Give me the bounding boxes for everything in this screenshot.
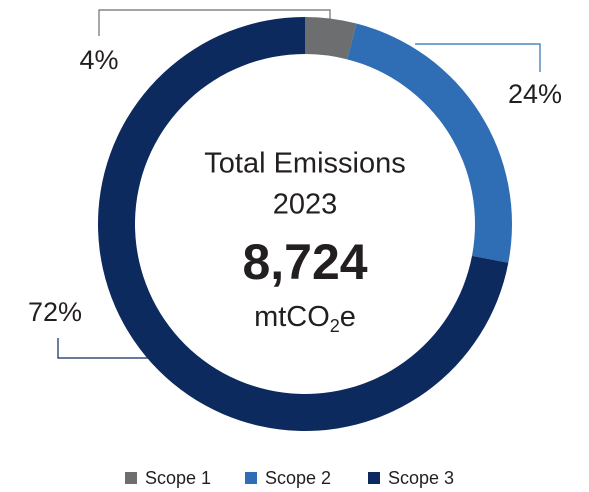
- legend-swatch: [125, 472, 137, 484]
- center-year: 2023: [273, 189, 338, 221]
- legend-label: Scope 3: [388, 468, 454, 488]
- center-title: Total Emissions: [204, 148, 405, 180]
- legend-swatch: [368, 472, 380, 484]
- unit-text: mtCO: [254, 301, 330, 333]
- legend-swatch: [245, 472, 257, 484]
- leader-line: [415, 43, 541, 72]
- center-total: 8,724: [242, 234, 367, 290]
- data-label: 72%: [28, 297, 82, 327]
- center-unit: mtCO2e: [254, 301, 356, 336]
- unit-subscript: 2: [330, 316, 340, 336]
- unit-text: e: [340, 301, 356, 333]
- donut-segment: [347, 23, 512, 263]
- leader-line: [57, 338, 158, 359]
- data-label: 4%: [79, 45, 118, 75]
- legend-label: Scope 2: [265, 468, 331, 488]
- legend-label: Scope 1: [145, 468, 211, 488]
- leader-line: [98, 9, 331, 36]
- data-label: 24%: [508, 79, 562, 109]
- donut-segment: [305, 17, 357, 60]
